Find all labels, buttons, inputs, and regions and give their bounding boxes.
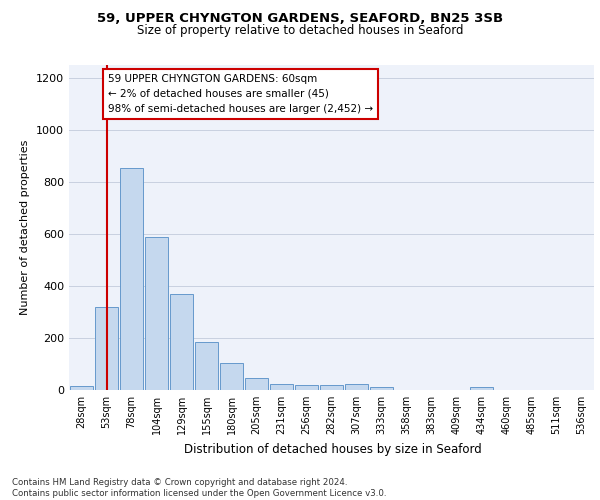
- Bar: [370, 388, 393, 390]
- Y-axis label: Number of detached properties: Number of detached properties: [20, 140, 31, 315]
- Bar: [120, 168, 143, 390]
- Bar: [95, 307, 118, 390]
- Bar: [270, 384, 293, 390]
- Bar: [245, 378, 268, 390]
- Bar: [195, 342, 218, 390]
- Bar: [70, 386, 93, 390]
- Bar: [295, 386, 318, 390]
- Bar: [345, 384, 368, 390]
- Text: Contains HM Land Registry data © Crown copyright and database right 2024.
Contai: Contains HM Land Registry data © Crown c…: [12, 478, 386, 498]
- Bar: [320, 386, 343, 390]
- Text: Size of property relative to detached houses in Seaford: Size of property relative to detached ho…: [137, 24, 463, 37]
- Bar: [170, 294, 193, 390]
- Text: 59 UPPER CHYNGTON GARDENS: 60sqm
← 2% of detached houses are smaller (45)
98% of: 59 UPPER CHYNGTON GARDENS: 60sqm ← 2% of…: [108, 74, 373, 114]
- Text: Distribution of detached houses by size in Seaford: Distribution of detached houses by size …: [184, 442, 482, 456]
- Bar: [220, 362, 243, 390]
- Bar: [470, 387, 493, 390]
- Text: 59, UPPER CHYNGTON GARDENS, SEAFORD, BN25 3SB: 59, UPPER CHYNGTON GARDENS, SEAFORD, BN2…: [97, 12, 503, 26]
- Bar: [145, 236, 168, 390]
